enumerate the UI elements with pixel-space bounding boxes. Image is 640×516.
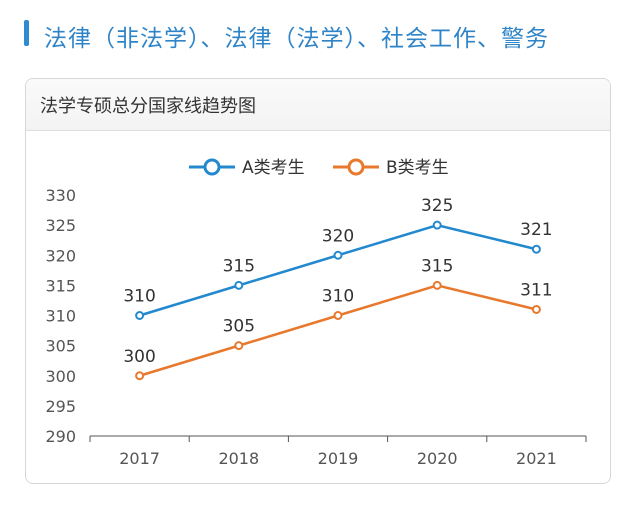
y-tick-label-300: 300 xyxy=(45,367,76,386)
data-point-b-2018 xyxy=(234,341,244,351)
data-point-a-2019 xyxy=(333,250,343,260)
data-point-b-2019 xyxy=(333,311,343,320)
y-tick-label-290: 290 xyxy=(45,427,76,446)
data-label-b-2020: 315 xyxy=(421,256,453,276)
data-label-a-2020: 325 xyxy=(421,196,453,216)
x-tick-label-2019: 2019 xyxy=(318,449,359,468)
chart-card-header: 法学专硕总分国家线趋势图 xyxy=(26,79,610,131)
section-header: 法律（非法学）、法律（法学）、社会工作、警务 xyxy=(18,10,628,56)
x-tick-label-2021: 2021 xyxy=(516,449,557,468)
data-label-a-2017: 310 xyxy=(123,287,155,307)
data-label-b-2019: 310 xyxy=(322,287,354,307)
header-accent-bar xyxy=(24,20,29,46)
data-point-a-2021 xyxy=(531,244,541,254)
data-label-a-2018: 315 xyxy=(223,256,255,276)
y-tick-label-315: 315 xyxy=(45,276,76,295)
y-tick-label-325: 325 xyxy=(45,216,76,235)
x-tick-label-2017: 2017 xyxy=(119,449,160,468)
data-point-b-2020 xyxy=(432,280,442,290)
y-tick-label-305: 305 xyxy=(45,337,76,356)
data-label-a-2019: 320 xyxy=(322,226,354,246)
data-point-a-2018 xyxy=(234,280,244,290)
line-chart: 290 295 300 305 310 315 320 325 330 2017 2018 2019 2… xyxy=(45,158,587,468)
page-title: 法律（非法学）、法律（法学）、社会工作、警务 xyxy=(44,26,549,52)
data-point-b-2021 xyxy=(531,304,541,314)
data-label-a-2021: 321 xyxy=(520,220,552,240)
x-tick-label-2020: 2020 xyxy=(417,449,458,468)
chart-title: 法学专硕总分国家线趋势图 xyxy=(40,96,256,117)
data-point-b-2017 xyxy=(135,371,145,381)
data-label-b-2021: 311 xyxy=(520,280,552,300)
y-tick-label-295: 295 xyxy=(45,397,76,416)
legend-marker-b xyxy=(347,158,365,176)
x-tick-label-2018: 2018 xyxy=(218,449,259,468)
chart-card: 法学专硕总分国家线趋势图 290 295 300 305 310 315 320 325 330… xyxy=(25,78,611,484)
data-label-b-2018: 305 xyxy=(223,317,255,337)
legend-marker-a xyxy=(203,158,221,176)
legend-label-b: B类考生 xyxy=(386,158,449,178)
data-point-a-2017 xyxy=(135,311,145,320)
legend-label-a: A类考生 xyxy=(242,158,305,178)
y-tick-label-320: 320 xyxy=(45,246,76,265)
y-tick-label-330: 330 xyxy=(45,186,76,205)
data-label-b-2017: 300 xyxy=(123,347,155,367)
y-tick-label-310: 310 xyxy=(45,307,76,326)
data-point-a-2020 xyxy=(432,220,442,230)
